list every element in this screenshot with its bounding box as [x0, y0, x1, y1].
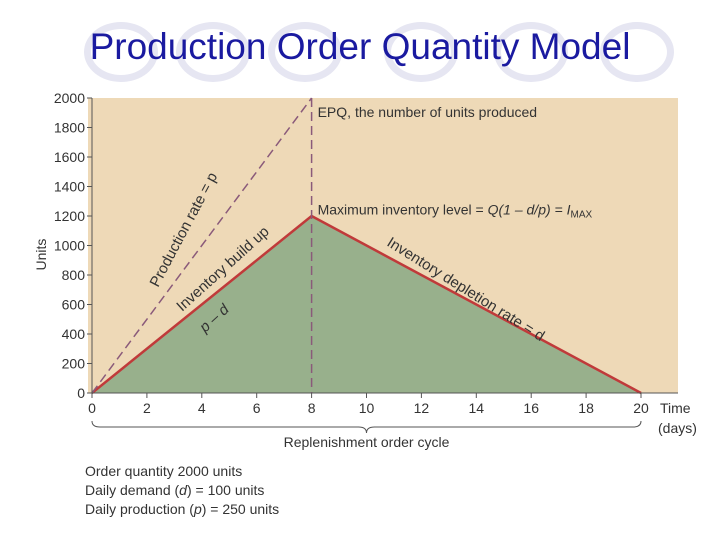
inventory-area — [92, 216, 641, 393]
y-tick-label: 1400 — [54, 179, 85, 195]
x-tick-label: 2 — [143, 400, 151, 416]
x-tick-label: 12 — [414, 400, 430, 416]
x-axis-label: (days) — [658, 420, 697, 436]
cycle-label: Replenishment order cycle — [284, 434, 450, 450]
x-tick-label: 8 — [308, 400, 316, 416]
footnote-order-quantity: Order quantity 2000 units — [85, 463, 243, 479]
footnote-text: Daily production ( — [85, 501, 194, 517]
y-tick-label: 1000 — [54, 238, 85, 254]
y-tick-label: 400 — [62, 326, 86, 342]
x-tick-label: 6 — [253, 400, 261, 416]
x-tick-label: 18 — [578, 400, 594, 416]
x-axis-label: Time — [660, 400, 691, 416]
cycle-brace — [91, 420, 642, 434]
decorative-ring — [384, 22, 458, 82]
x-tick-label: 20 — [633, 400, 649, 416]
footnote-daily-demand: Daily demand (d) = 100 units — [85, 481, 279, 500]
x-tick-label: 16 — [523, 400, 539, 416]
y-tick-label: 800 — [62, 267, 86, 283]
max-inventory-annotation: Maximum inventory level = Q(1 – d/p) = I… — [318, 202, 593, 221]
x-tick-label: 10 — [359, 400, 375, 416]
y-tick-label: 200 — [62, 356, 86, 372]
y-tick-label: 1800 — [54, 120, 85, 136]
footnote-text: ) = 250 units — [201, 501, 280, 517]
production-rate-line — [91, 97, 313, 394]
decorative-ring — [84, 22, 158, 82]
footnote-text: Daily demand ( — [85, 482, 180, 498]
decorative-ring — [494, 22, 568, 82]
y-tick-label: 1600 — [54, 149, 85, 165]
y-axis-label: Units — [33, 239, 49, 271]
decorative-ring — [176, 22, 250, 82]
x-tick-label: 14 — [469, 400, 485, 416]
slide-title: Production Order Quantity Model — [89, 26, 631, 67]
footnote-symbol: p — [193, 501, 202, 517]
x-tick-label: 4 — [198, 400, 206, 416]
footnote-daily-production: Daily production (p) = 250 units — [85, 500, 279, 519]
footnote-symbol: d — [179, 482, 187, 498]
decorative-ring — [268, 22, 342, 82]
y-tick-label: 600 — [62, 297, 86, 313]
y-tick-label: 0 — [77, 385, 85, 401]
x-tick-label: 0 — [88, 400, 96, 416]
decorative-ring — [600, 22, 674, 82]
footnotes: Order quantity 2000 units Daily demand (… — [85, 462, 279, 519]
y-tick-label: 1200 — [54, 208, 85, 224]
y-tick-label: 2000 — [54, 90, 85, 106]
epq-annotation: EPQ, the number of units produced — [318, 104, 537, 120]
footnote-text: ) = 100 units — [186, 482, 265, 498]
